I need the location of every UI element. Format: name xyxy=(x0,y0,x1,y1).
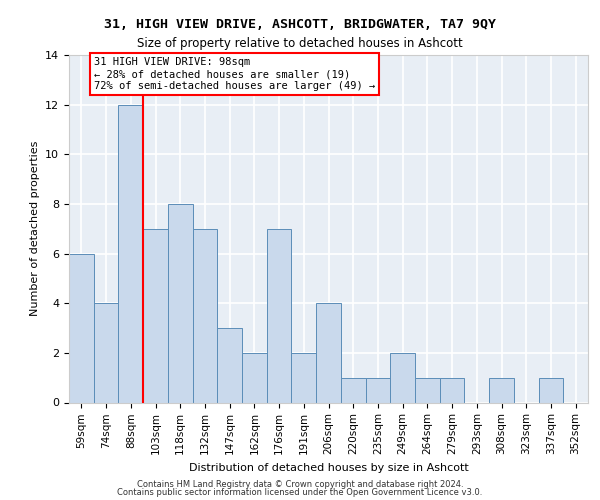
Text: 31 HIGH VIEW DRIVE: 98sqm
← 28% of detached houses are smaller (19)
72% of semi-: 31 HIGH VIEW DRIVE: 98sqm ← 28% of detac… xyxy=(94,58,375,90)
Bar xyxy=(143,229,168,402)
Text: Size of property relative to detached houses in Ashcott: Size of property relative to detached ho… xyxy=(137,38,463,51)
Bar xyxy=(316,303,341,402)
Bar xyxy=(217,328,242,402)
Bar xyxy=(242,353,267,403)
Bar xyxy=(168,204,193,402)
Y-axis label: Number of detached properties: Number of detached properties xyxy=(29,141,40,316)
Text: 31, HIGH VIEW DRIVE, ASHCOTT, BRIDGWATER, TA7 9QY: 31, HIGH VIEW DRIVE, ASHCOTT, BRIDGWATER… xyxy=(104,18,496,30)
Bar xyxy=(489,378,514,402)
Bar xyxy=(94,303,118,402)
Text: Contains HM Land Registry data © Crown copyright and database right 2024.: Contains HM Land Registry data © Crown c… xyxy=(137,480,463,489)
X-axis label: Distribution of detached houses by size in Ashcott: Distribution of detached houses by size … xyxy=(188,462,469,472)
Bar xyxy=(365,378,390,402)
Text: Contains public sector information licensed under the Open Government Licence v3: Contains public sector information licen… xyxy=(118,488,482,497)
Bar xyxy=(69,254,94,402)
Bar xyxy=(539,378,563,402)
Bar xyxy=(341,378,365,402)
Bar xyxy=(193,229,217,402)
Bar xyxy=(440,378,464,402)
Bar xyxy=(390,353,415,403)
Bar xyxy=(415,378,440,402)
Bar xyxy=(118,104,143,403)
Bar xyxy=(292,353,316,403)
Bar xyxy=(267,229,292,402)
